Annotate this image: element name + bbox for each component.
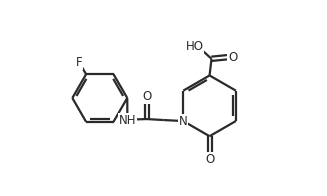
- Text: O: O: [205, 153, 214, 166]
- Text: NH: NH: [119, 114, 136, 127]
- Text: F: F: [76, 56, 82, 69]
- Text: HO: HO: [185, 40, 203, 53]
- Text: O: O: [228, 51, 237, 64]
- Text: N: N: [179, 114, 188, 128]
- Text: O: O: [142, 90, 152, 103]
